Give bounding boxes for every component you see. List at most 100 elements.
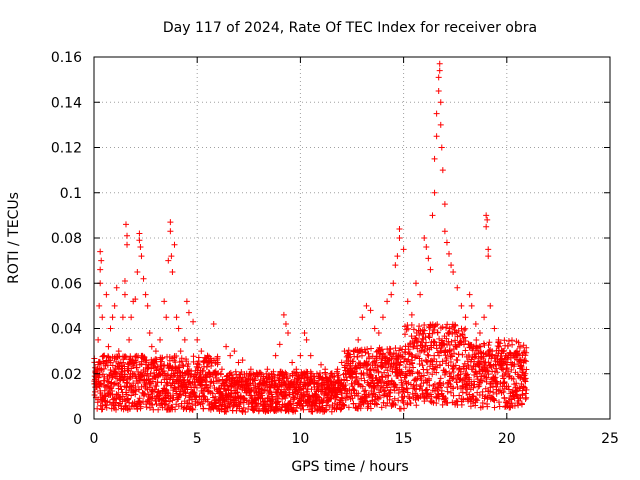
band-point: [433, 369, 440, 376]
band-point: [366, 354, 373, 361]
band-point: [133, 364, 140, 371]
band-point: [408, 322, 415, 329]
band-point: [424, 369, 431, 376]
data-point: [363, 302, 370, 309]
band-point: [460, 395, 467, 402]
band-point: [404, 385, 411, 392]
band-point: [193, 394, 200, 401]
band-point: [445, 362, 452, 369]
band-point: [454, 372, 461, 379]
band-point: [401, 393, 408, 400]
band-point: [103, 402, 110, 409]
band-point: [473, 351, 480, 358]
band-point: [275, 398, 282, 405]
band-point: [107, 367, 114, 374]
band-point: [261, 387, 268, 394]
band-point: [426, 382, 433, 389]
data-point: [181, 336, 188, 343]
band-point: [343, 390, 350, 397]
band-point: [338, 405, 345, 412]
data-point: [223, 343, 230, 350]
data-point: [272, 352, 279, 359]
band-point: [465, 363, 472, 370]
data-point: [167, 219, 174, 226]
band-point: [365, 360, 372, 367]
band-point: [349, 383, 356, 390]
band-point: [223, 379, 230, 386]
data-point: [429, 212, 436, 219]
band-point: [141, 390, 148, 397]
band-point: [459, 351, 466, 358]
band-point: [428, 393, 435, 400]
band-point: [496, 343, 503, 350]
band-point: [484, 367, 491, 374]
band-point: [496, 403, 503, 410]
data-point: [247, 366, 254, 373]
band-point: [164, 380, 171, 387]
band-point: [182, 382, 189, 389]
band-point: [460, 341, 467, 348]
band-point: [373, 400, 380, 407]
data-point: [227, 352, 234, 359]
band-point: [316, 403, 323, 410]
band-point: [116, 395, 123, 402]
band-point: [297, 379, 304, 386]
band-point: [143, 404, 150, 411]
data-point: [384, 298, 391, 305]
band-point: [477, 377, 484, 384]
data-point: [293, 366, 300, 373]
band-point: [515, 402, 522, 409]
data-point: [101, 352, 108, 359]
data-point: [146, 330, 153, 337]
band-point: [391, 395, 398, 402]
band-point: [190, 358, 197, 365]
band-point: [200, 405, 207, 412]
band-point: [501, 380, 508, 387]
band-point: [232, 368, 239, 375]
band-point: [522, 352, 529, 359]
band-point: [376, 351, 383, 358]
data-point: [210, 320, 217, 327]
band-point: [508, 337, 515, 344]
band-point: [402, 349, 409, 356]
band-point: [519, 392, 526, 399]
band-point: [350, 386, 357, 393]
y-tick-label: 0.02: [51, 367, 82, 383]
data-point: [136, 237, 143, 244]
band-point: [369, 353, 376, 360]
band-point: [308, 386, 315, 393]
band-point: [477, 343, 484, 350]
data-point: [427, 266, 434, 273]
band-point: [505, 368, 512, 375]
band-point: [426, 375, 433, 382]
y-axis-label: ROTI / TECUs: [6, 192, 22, 284]
data-point: [437, 121, 444, 128]
data-point: [134, 268, 141, 275]
band-point: [472, 402, 479, 409]
data-point: [111, 302, 118, 309]
data-point: [167, 228, 174, 235]
band-point: [523, 394, 530, 401]
band-point: [490, 389, 497, 396]
band-point: [493, 365, 500, 372]
data-point: [103, 291, 110, 298]
data-point: [484, 216, 491, 223]
data-point: [175, 325, 182, 332]
band-point: [208, 362, 215, 369]
data-point: [307, 352, 314, 359]
band-point: [436, 352, 443, 359]
data-point: [119, 314, 126, 321]
band-point: [402, 371, 409, 378]
data-point: [171, 241, 178, 248]
band-point: [289, 389, 296, 396]
band-point: [201, 393, 208, 400]
band-point: [479, 378, 486, 385]
band-point: [463, 389, 470, 396]
data-point: [462, 314, 469, 321]
band-point: [396, 347, 403, 354]
band-point: [215, 377, 222, 384]
band-point: [138, 383, 145, 390]
band-point: [361, 388, 368, 395]
band-point: [484, 395, 491, 402]
band-point: [308, 370, 315, 377]
